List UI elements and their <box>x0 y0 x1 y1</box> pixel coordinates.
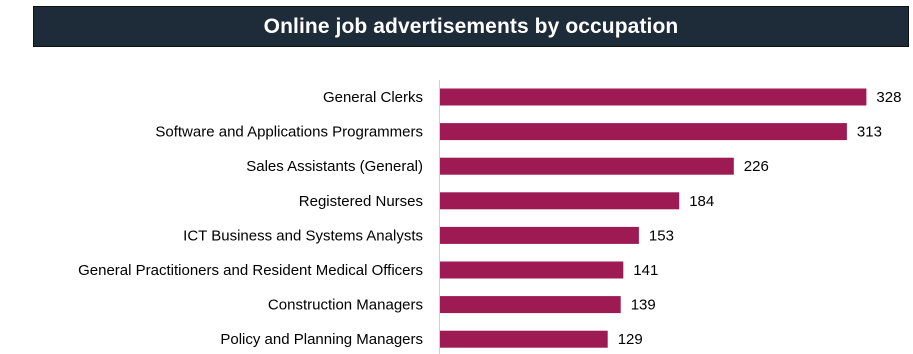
category-label: Construction Managers <box>268 297 423 314</box>
category-label: General Practitioners and Resident Medic… <box>78 262 423 279</box>
category-label: General Clerks <box>323 89 423 106</box>
bar <box>440 192 680 210</box>
category-label: Policy and Planning Managers <box>220 331 423 348</box>
bar <box>440 261 624 279</box>
data-label: 139 <box>631 297 656 314</box>
category-label: Software and Applications Programmers <box>155 124 423 141</box>
data-label: 313 <box>857 124 882 141</box>
data-label: 184 <box>689 193 714 210</box>
category-label: ICT Business and Systems Analysts <box>183 227 423 244</box>
data-label: 328 <box>876 89 901 106</box>
category-label: Sales Assistants (General) <box>246 158 423 175</box>
bar <box>440 157 734 175</box>
data-label: 129 <box>618 331 643 348</box>
data-label: 141 <box>633 262 658 279</box>
bar <box>440 226 639 244</box>
chart-title-bar: Online job advertisements by occupation <box>33 6 909 47</box>
bar <box>440 330 608 348</box>
chart-title: Online job advertisements by occupation <box>263 14 679 38</box>
bar <box>440 296 621 314</box>
category-label: Registered Nurses <box>299 193 423 210</box>
data-label: 153 <box>649 227 674 244</box>
bar <box>440 88 867 106</box>
data-label: 226 <box>744 158 769 175</box>
bar <box>440 123 847 141</box>
